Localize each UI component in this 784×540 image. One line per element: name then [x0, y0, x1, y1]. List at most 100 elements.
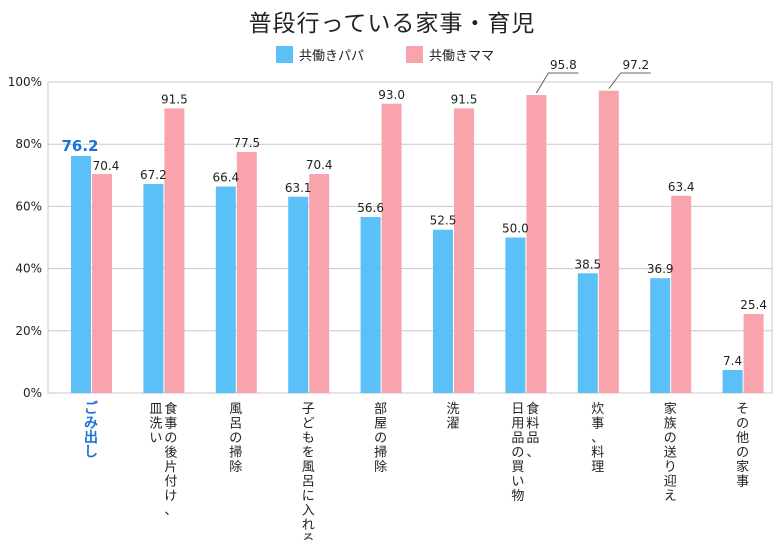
category-label-char: 家: [736, 459, 749, 475]
y-tick-label: 60%: [15, 199, 42, 213]
category-label-char: 除: [229, 460, 242, 475]
legend: 共働きパパ 共働きママ: [256, 45, 556, 67]
legend-swatch-papa: [276, 46, 293, 63]
bar-papa: [288, 196, 309, 393]
category-label-char: 用: [511, 417, 524, 432]
category-label-char: も: [302, 431, 315, 446]
y-tick-label: 40%: [15, 262, 42, 276]
data-label-papa: 76.2: [61, 137, 98, 155]
bar-mama: [454, 108, 474, 393]
category-label-char: 理: [591, 460, 604, 475]
data-label-papa: 7.4: [723, 354, 742, 368]
bar-papa: [143, 184, 164, 393]
bar-mama: [526, 95, 547, 393]
data-label-papa: 67.2: [140, 168, 167, 182]
bar-mama: [92, 174, 112, 393]
data-label-papa: 63.1: [285, 181, 312, 195]
category-label-char: の: [511, 446, 524, 461]
category-label-char: け: [164, 489, 177, 504]
plot-frame: [47, 81, 773, 394]
category-label-char: 後: [164, 446, 177, 461]
category-label-char: れ: [302, 518, 315, 533]
category-label-char: 食: [164, 401, 177, 417]
category-label-char: 除: [374, 460, 387, 475]
category-label-char: の: [229, 431, 242, 446]
data-label-papa: 36.9: [647, 262, 674, 276]
category-label-char: 部: [374, 402, 387, 417]
legend-label-papa: 共働きパパ: [299, 49, 365, 64]
category-label-char: 入: [302, 504, 315, 519]
data-label-mama: 25.4: [740, 298, 767, 312]
category-label-char: 迎: [664, 475, 677, 490]
bar-mama: [309, 174, 330, 393]
category-label-char: 風: [229, 402, 242, 417]
category-label-char: 子: [302, 402, 315, 417]
category-label-char: 皿: [149, 402, 162, 417]
legend-swatch-mama: [406, 46, 423, 63]
category-label-char: 呂: [229, 417, 242, 432]
data-label-mama: 70.4: [306, 158, 333, 172]
category-label-char: 炊: [591, 402, 604, 417]
y-tick-label: 100%: [8, 75, 42, 89]
category-label-char: を: [302, 446, 315, 461]
category-label-char: の: [736, 446, 749, 461]
category-label-char: え: [664, 489, 677, 504]
category-label-char: 料: [526, 417, 539, 432]
bar-papa: [650, 278, 671, 393]
category-label-char: 掃: [374, 445, 387, 461]
category-label-char: 事: [164, 417, 177, 432]
bar-mama: [743, 314, 764, 393]
bar-papa: [722, 369, 743, 393]
category-label-char: 掃: [229, 445, 242, 461]
category-label-char: 品: [511, 431, 524, 446]
category-label-char: 風: [302, 460, 315, 475]
category-label-char: 家: [664, 401, 677, 417]
category-label-char: 呂: [302, 475, 315, 490]
bar-papa: [505, 237, 526, 393]
data-label-papa: 56.6: [357, 201, 384, 215]
category-label-char: 事: [591, 417, 604, 432]
bar-papa: [360, 216, 381, 393]
category-label-char: 、: [591, 431, 604, 446]
data-label-mama: 91.5: [451, 92, 478, 106]
category-label-char: 食: [526, 401, 539, 417]
data-label-papa: 66.4: [212, 170, 239, 184]
data-label-mama: 93.0: [378, 88, 405, 102]
legend-item-papa: 共働きパパ: [276, 45, 364, 64]
category-label-char: に: [302, 489, 315, 504]
category-label-char: り: [664, 460, 677, 475]
category-label-char: 片: [164, 460, 177, 475]
category-label-char: み: [84, 416, 98, 432]
category-label-char: 、: [164, 504, 177, 519]
category-label-char: 洗: [149, 417, 162, 432]
bar-papa: [577, 273, 598, 393]
category-label-char: 、: [526, 446, 539, 461]
data-label-mama: 97.2: [622, 58, 649, 72]
bar-papa: [215, 186, 236, 393]
bar-mama: [671, 195, 692, 393]
category-label-char: 事: [736, 475, 749, 490]
category-label-char: い: [511, 475, 524, 490]
category-label-char: 物: [511, 489, 524, 504]
category-label-char: 付: [164, 475, 177, 490]
category-label-char: 屋: [374, 417, 387, 432]
category-label-char: 買: [511, 460, 524, 475]
legend-item-mama: 共働きママ: [406, 45, 494, 64]
category-label-char: 出: [84, 429, 98, 446]
chart-title: 普段行っている家事・育児: [248, 11, 536, 37]
category-label-char: 品: [526, 431, 539, 446]
category-label-char: し: [84, 445, 98, 461]
category-label-char: の: [374, 431, 387, 446]
category-label-char: 洗: [446, 402, 459, 417]
bar-mama: [236, 151, 257, 393]
bar-papa: [433, 229, 453, 393]
data-label-papa: 38.5: [574, 257, 601, 271]
data-label-mama: 95.8: [550, 58, 577, 72]
category-label-char: 送: [664, 446, 677, 461]
data-label-mama: 77.5: [233, 136, 260, 150]
category-label-char: 料: [591, 446, 604, 461]
bar-mama: [598, 90, 619, 393]
category-label-char: の: [664, 431, 677, 446]
category-label-char: そ: [736, 402, 749, 417]
